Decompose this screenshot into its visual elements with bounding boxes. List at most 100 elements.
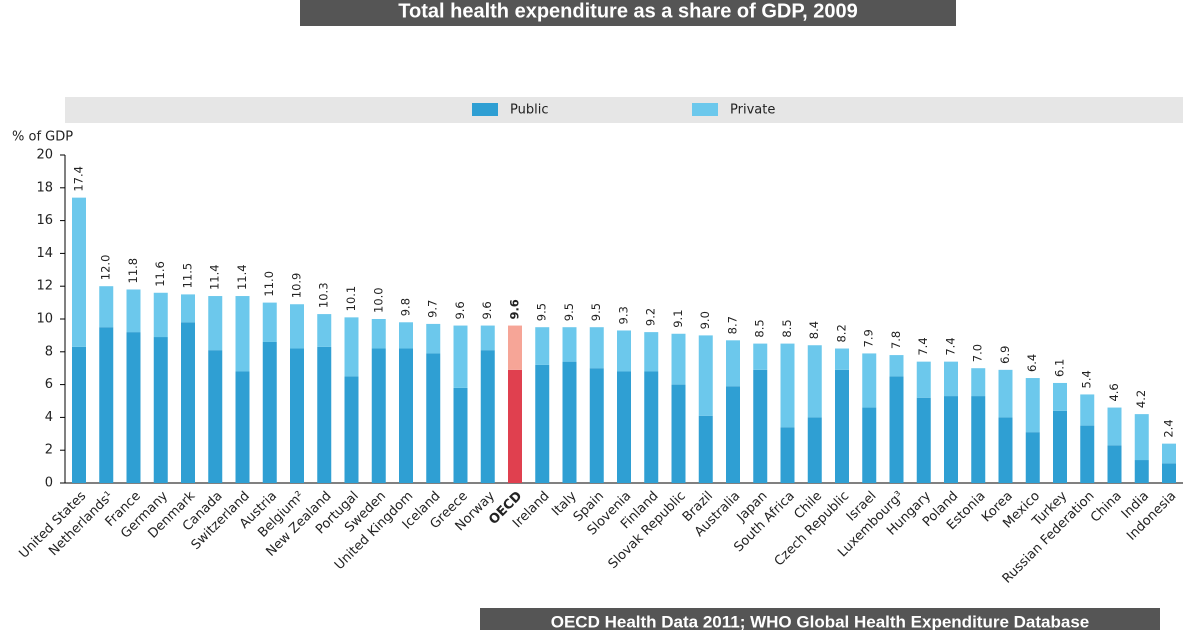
value-label: 9.5 <box>535 303 549 321</box>
bar-segment <box>998 369 1013 418</box>
bar-segment <box>453 325 468 388</box>
bar-segment <box>1025 378 1040 433</box>
bar-segment <box>262 302 277 342</box>
legend-box <box>65 97 1183 123</box>
bar-segment <box>72 197 86 347</box>
bar-segment <box>262 341 277 483</box>
bar-segment <box>290 348 304 483</box>
bar-segment <box>290 304 304 349</box>
value-label: 7.8 <box>889 331 903 349</box>
value-label: 9.3 <box>617 306 631 324</box>
bar-segment <box>780 427 795 483</box>
bar-segment <box>317 346 332 483</box>
legend-swatch <box>692 103 718 116</box>
y-tick-label: 14 <box>36 246 53 261</box>
value-label: 2.4 <box>1162 419 1176 437</box>
bar-segment <box>235 371 250 483</box>
bar-segment <box>589 368 604 483</box>
value-label: 11.5 <box>181 263 195 289</box>
bar-segment <box>671 384 686 483</box>
value-label: 7.9 <box>862 329 876 347</box>
legend-label: Private <box>730 103 775 118</box>
value-label: 9.7 <box>426 300 440 318</box>
bar-segment <box>944 361 958 397</box>
bar-segment <box>181 294 195 323</box>
bar-segment <box>480 325 495 351</box>
bar-segment <box>426 353 441 483</box>
value-label: 17.4 <box>72 166 86 192</box>
value-label: 6.1 <box>1053 359 1067 377</box>
bar-segment <box>698 415 713 483</box>
bar-segment <box>99 286 114 328</box>
bar-segment <box>807 345 822 418</box>
bar-segment <box>971 396 986 483</box>
value-label: 8.2 <box>835 324 849 342</box>
value-label: 10.1 <box>344 286 358 312</box>
bar-segment <box>453 387 468 483</box>
bar-segment <box>399 322 413 349</box>
bar-segment <box>1025 432 1040 483</box>
x-tick-label: China <box>1088 489 1125 526</box>
value-label: 7.4 <box>916 337 930 355</box>
bar-segment <box>344 317 359 377</box>
bar-segment <box>835 348 849 370</box>
bar-segment <box>1134 460 1149 483</box>
legend-label: Public <box>510 103 548 118</box>
bar-segment <box>617 371 631 483</box>
chart-title: Total health expenditure as a share of G… <box>398 0 857 22</box>
bar-segment <box>562 361 577 483</box>
value-label: 12.0 <box>99 255 113 281</box>
value-label: 10.0 <box>371 287 385 313</box>
bar-segment <box>862 353 877 408</box>
value-label: 7.4 <box>944 337 958 355</box>
bar-segment <box>371 319 386 349</box>
bar-segment <box>1107 445 1122 483</box>
bar-segment <box>399 348 413 483</box>
bar-segment <box>72 346 86 483</box>
bar-segment <box>617 330 631 372</box>
value-label: 8.5 <box>780 319 794 337</box>
bar-segment <box>726 340 740 387</box>
bar-segment <box>1053 382 1067 411</box>
y-tick-label: 6 <box>45 377 53 392</box>
value-label: 9.1 <box>671 309 685 327</box>
value-label: 9.5 <box>562 303 576 321</box>
bar-segment <box>862 407 877 483</box>
bar-segment <box>153 292 168 338</box>
value-label: 11.4 <box>235 264 249 290</box>
bar-segment <box>181 322 195 483</box>
y-tick-label: 4 <box>45 410 53 425</box>
value-label: 11.8 <box>126 258 140 284</box>
y-tick-label: 16 <box>36 213 53 228</box>
value-label: 11.0 <box>262 271 276 297</box>
bar-segment <box>726 386 740 483</box>
value-label: 9.6 <box>453 301 467 319</box>
bar-segment <box>426 323 441 354</box>
bar-segment <box>889 355 904 377</box>
value-label: 11.4 <box>208 264 222 290</box>
value-label: 9.8 <box>399 298 413 316</box>
value-label: 6.9 <box>998 346 1012 364</box>
source-box <box>480 608 1160 630</box>
bar-segment <box>753 369 768 483</box>
value-label: 9.5 <box>589 303 603 321</box>
title-box <box>300 0 956 26</box>
bar-segment <box>1053 410 1067 483</box>
bar-segment <box>480 350 495 483</box>
source: OECD Health Data 2011; WHO Global Health… <box>551 612 1089 630</box>
value-label: 7.0 <box>971 344 985 362</box>
bar-segment <box>780 343 795 428</box>
bar-segment <box>371 348 386 483</box>
bar-segment <box>508 325 522 370</box>
bar-segment <box>535 364 550 483</box>
bar-segment <box>971 368 986 397</box>
bar-segment <box>753 343 768 370</box>
bar-segment <box>153 337 168 483</box>
bar-segment <box>1134 414 1149 461</box>
bar-segment <box>208 296 223 351</box>
bar-segment <box>916 397 931 483</box>
bar-segment <box>126 289 141 333</box>
bar-segment <box>508 369 522 483</box>
value-label: 8.7 <box>726 316 740 334</box>
bar-segment <box>644 332 659 372</box>
